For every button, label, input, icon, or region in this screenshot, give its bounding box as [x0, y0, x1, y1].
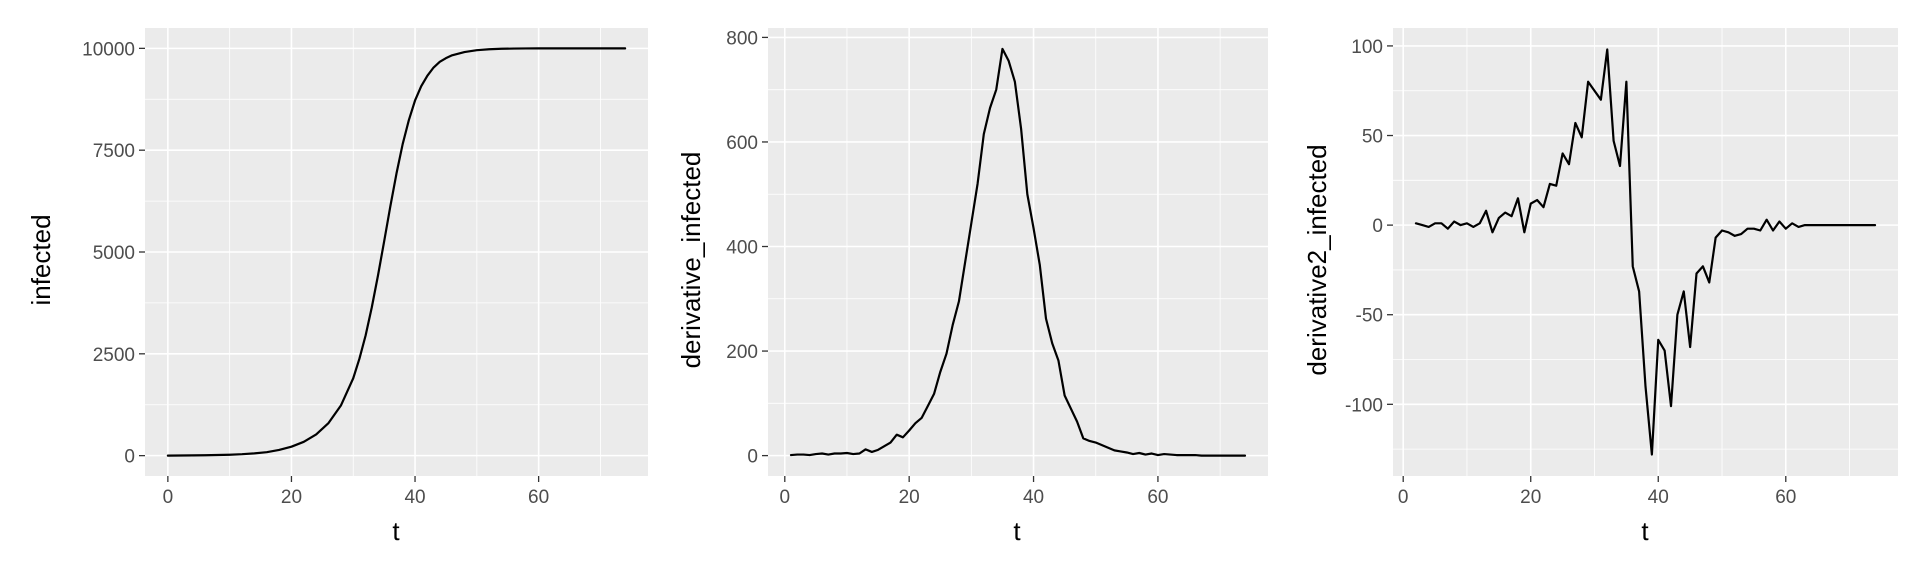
x-tick-label: 60 — [1775, 487, 1796, 508]
y-tick-label: -50 — [1356, 306, 1383, 327]
y-axis-title: derivative2_infected — [1302, 144, 1332, 375]
x-tick-label: 0 — [780, 487, 791, 508]
y-tick-label: 600 — [726, 133, 758, 154]
y-tick-label: -100 — [1345, 395, 1383, 416]
y-tick-label: 50 — [1362, 127, 1383, 148]
x-tick-label: 20 — [899, 487, 920, 508]
x-tick-label: 40 — [1023, 487, 1044, 508]
x-tick-label: 20 — [281, 487, 302, 508]
y-tick-label: 200 — [726, 342, 758, 363]
y-axis-title: derivative_infected — [676, 152, 706, 369]
panel-background — [768, 28, 1268, 476]
x-tick-label: 20 — [1520, 487, 1541, 508]
series-line — [166, 47, 627, 457]
y-tick-label: 0 — [747, 447, 758, 468]
x-axis-title: t — [1013, 516, 1021, 546]
panel-background — [1393, 28, 1898, 476]
y-tick-label: 2500 — [93, 345, 135, 366]
y-axis-title: infected — [26, 214, 56, 305]
x-tick-label: 0 — [1398, 487, 1409, 508]
x-tick-label: 40 — [404, 487, 425, 508]
y-tick-label: 10000 — [82, 39, 135, 60]
series-line — [1414, 48, 1877, 456]
y-tick-label: 7500 — [93, 141, 135, 162]
plot-area: 0 2500 5000 7500 10000 0 20 40 60 — [82, 28, 648, 508]
y-tick-label: 5000 — [93, 243, 135, 264]
y-tick-label: 400 — [726, 238, 758, 259]
plot-area: 0 200 400 600 800 0 20 40 60 — [726, 28, 1268, 508]
x-axis-title: t — [392, 516, 400, 546]
y-tick-label: 800 — [726, 28, 758, 49]
x-tick-label: 60 — [1147, 487, 1168, 508]
panel-infected: 0 2500 5000 7500 10000 0 20 40 60 t infected — [26, 28, 648, 546]
x-axis-title: t — [1641, 516, 1649, 546]
series-line — [789, 47, 1247, 457]
y-tick-label: 100 — [1351, 37, 1383, 58]
panel-derivative2-infected: -100 -50 0 50 100 0 20 40 60 t derivative2_infec… — [1302, 28, 1898, 546]
x-tick-label: 60 — [528, 487, 549, 508]
panel-derivative-infected: 0 200 400 600 800 0 20 40 60 t derivative_infect… — [676, 28, 1268, 546]
plot-area: -100 -50 0 50 100 0 20 40 60 — [1345, 28, 1898, 508]
y-tick-label: 0 — [1372, 216, 1383, 237]
x-tick-label: 0 — [163, 487, 174, 508]
y-tick-label: 0 — [124, 447, 135, 468]
x-tick-label: 40 — [1648, 487, 1669, 508]
